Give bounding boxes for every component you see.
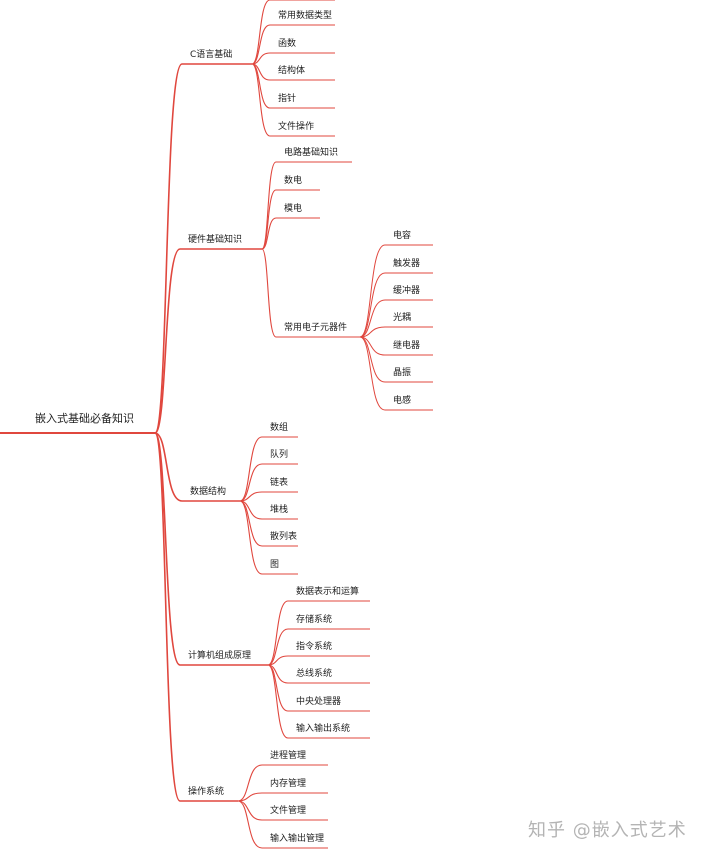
child-node: 总线系统 bbox=[296, 667, 332, 679]
child-connector bbox=[251, 63, 271, 109]
child-node: 指令系统 bbox=[296, 640, 332, 652]
child-connector bbox=[251, 24, 271, 65]
child-node: 链表 bbox=[270, 476, 288, 488]
leaf-node: 电容 bbox=[393, 229, 411, 241]
child-node: 结构体 bbox=[278, 64, 305, 76]
child-connector bbox=[261, 248, 277, 338]
branch-connector bbox=[154, 63, 183, 434]
branch-connector bbox=[154, 248, 181, 434]
child-connector bbox=[237, 800, 263, 821]
child-connector bbox=[239, 491, 263, 502]
branch-node: 硬件基础知识 bbox=[188, 233, 242, 245]
child-node: 存储系统 bbox=[296, 613, 332, 625]
child-connector bbox=[267, 664, 289, 712]
child-node: 中央处理器 bbox=[296, 695, 341, 707]
child-node: 文件管理 bbox=[270, 804, 306, 816]
watermark: 知乎 @嵌入式艺术 bbox=[528, 820, 687, 841]
child-connector bbox=[239, 463, 263, 502]
child-node: 函数 bbox=[278, 37, 296, 49]
branch-connector bbox=[154, 432, 181, 666]
child-connector bbox=[251, 0, 271, 65]
child-node: 堆栈 bbox=[270, 503, 288, 515]
child-node: 数组 bbox=[270, 421, 288, 433]
root-node: 嵌入式基础必备知识 bbox=[35, 411, 134, 425]
child-node: 队列 bbox=[270, 448, 288, 460]
child-connector bbox=[261, 161, 277, 250]
leaf-connector bbox=[359, 326, 386, 338]
child-connector bbox=[261, 217, 277, 250]
branch-node: 数据结构 bbox=[190, 485, 226, 497]
leaf-node: 电感 bbox=[393, 394, 411, 406]
leaf-node: 继电器 bbox=[393, 339, 420, 351]
leaf-connector bbox=[359, 336, 386, 411]
branch-connector bbox=[154, 432, 181, 802]
child-connector bbox=[237, 800, 263, 849]
child-connector bbox=[239, 436, 263, 502]
leaf-node: 触发器 bbox=[393, 257, 420, 269]
child-connector bbox=[251, 52, 271, 65]
child-node: 文件操作 bbox=[278, 120, 314, 132]
child-node: 指针 bbox=[278, 92, 296, 104]
leaf-connector bbox=[359, 299, 386, 338]
branch-node: C语言基础 bbox=[190, 48, 232, 60]
child-node: 输入输出系统 bbox=[296, 722, 350, 734]
child-connector bbox=[267, 664, 289, 739]
child-connector bbox=[237, 792, 263, 802]
child-node: 电路基础知识 bbox=[284, 146, 338, 158]
child-node: 内存管理 bbox=[270, 777, 306, 789]
child-connector bbox=[239, 500, 263, 547]
leaf-connector bbox=[359, 336, 386, 383]
leaf-node: 光耦 bbox=[393, 311, 411, 323]
leaf-node: 晶振 bbox=[393, 366, 411, 378]
branch-connector bbox=[154, 432, 183, 502]
child-node: 常用电子元器件 bbox=[284, 321, 347, 333]
child-node: 散列表 bbox=[270, 530, 297, 542]
child-connector bbox=[267, 628, 289, 666]
child-node: 数据表示和运算 bbox=[296, 585, 359, 597]
branch-node: 计算机组成原理 bbox=[188, 649, 251, 661]
child-connector bbox=[267, 655, 289, 666]
child-node: 进程管理 bbox=[270, 749, 306, 761]
child-node: 常用数据类型 bbox=[278, 9, 332, 21]
leaf-connector bbox=[359, 244, 386, 338]
child-connector bbox=[267, 600, 289, 666]
leaf-node: 缓冲器 bbox=[393, 284, 420, 296]
child-node: 输入输出管理 bbox=[270, 832, 324, 844]
child-connector bbox=[239, 500, 263, 575]
child-connector bbox=[251, 63, 271, 137]
child-connector bbox=[237, 764, 263, 802]
child-node: 模电 bbox=[284, 202, 302, 214]
leaf-connector bbox=[359, 272, 386, 338]
branch-node: 操作系统 bbox=[188, 785, 224, 797]
child-node: 图 bbox=[270, 559, 279, 570]
child-node: 数电 bbox=[284, 174, 302, 186]
